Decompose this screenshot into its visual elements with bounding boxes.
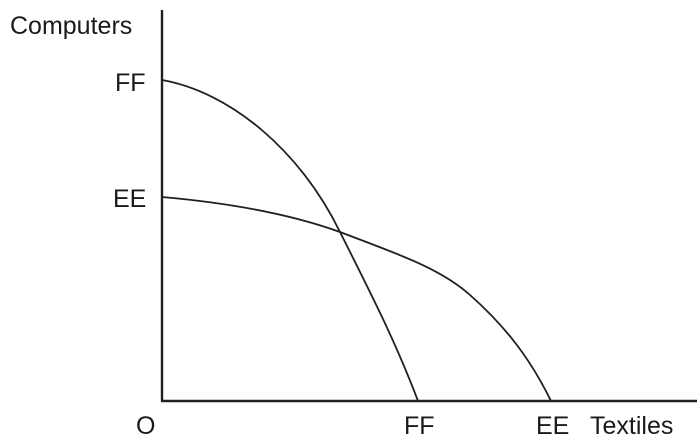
x-intercept-ee-label: EE	[536, 412, 569, 439]
ee-curve	[161, 196, 552, 402]
y-intercept-ee-label: EE	[113, 185, 146, 213]
x-axis-label: Textiles	[590, 412, 673, 439]
origin-label: O	[136, 412, 155, 439]
ff-curve	[161, 79, 419, 402]
y-axis-label: Computers	[10, 12, 132, 40]
x-intercept-ff-label: FF	[404, 412, 435, 439]
y-intercept-ff-label: FF	[115, 69, 146, 97]
